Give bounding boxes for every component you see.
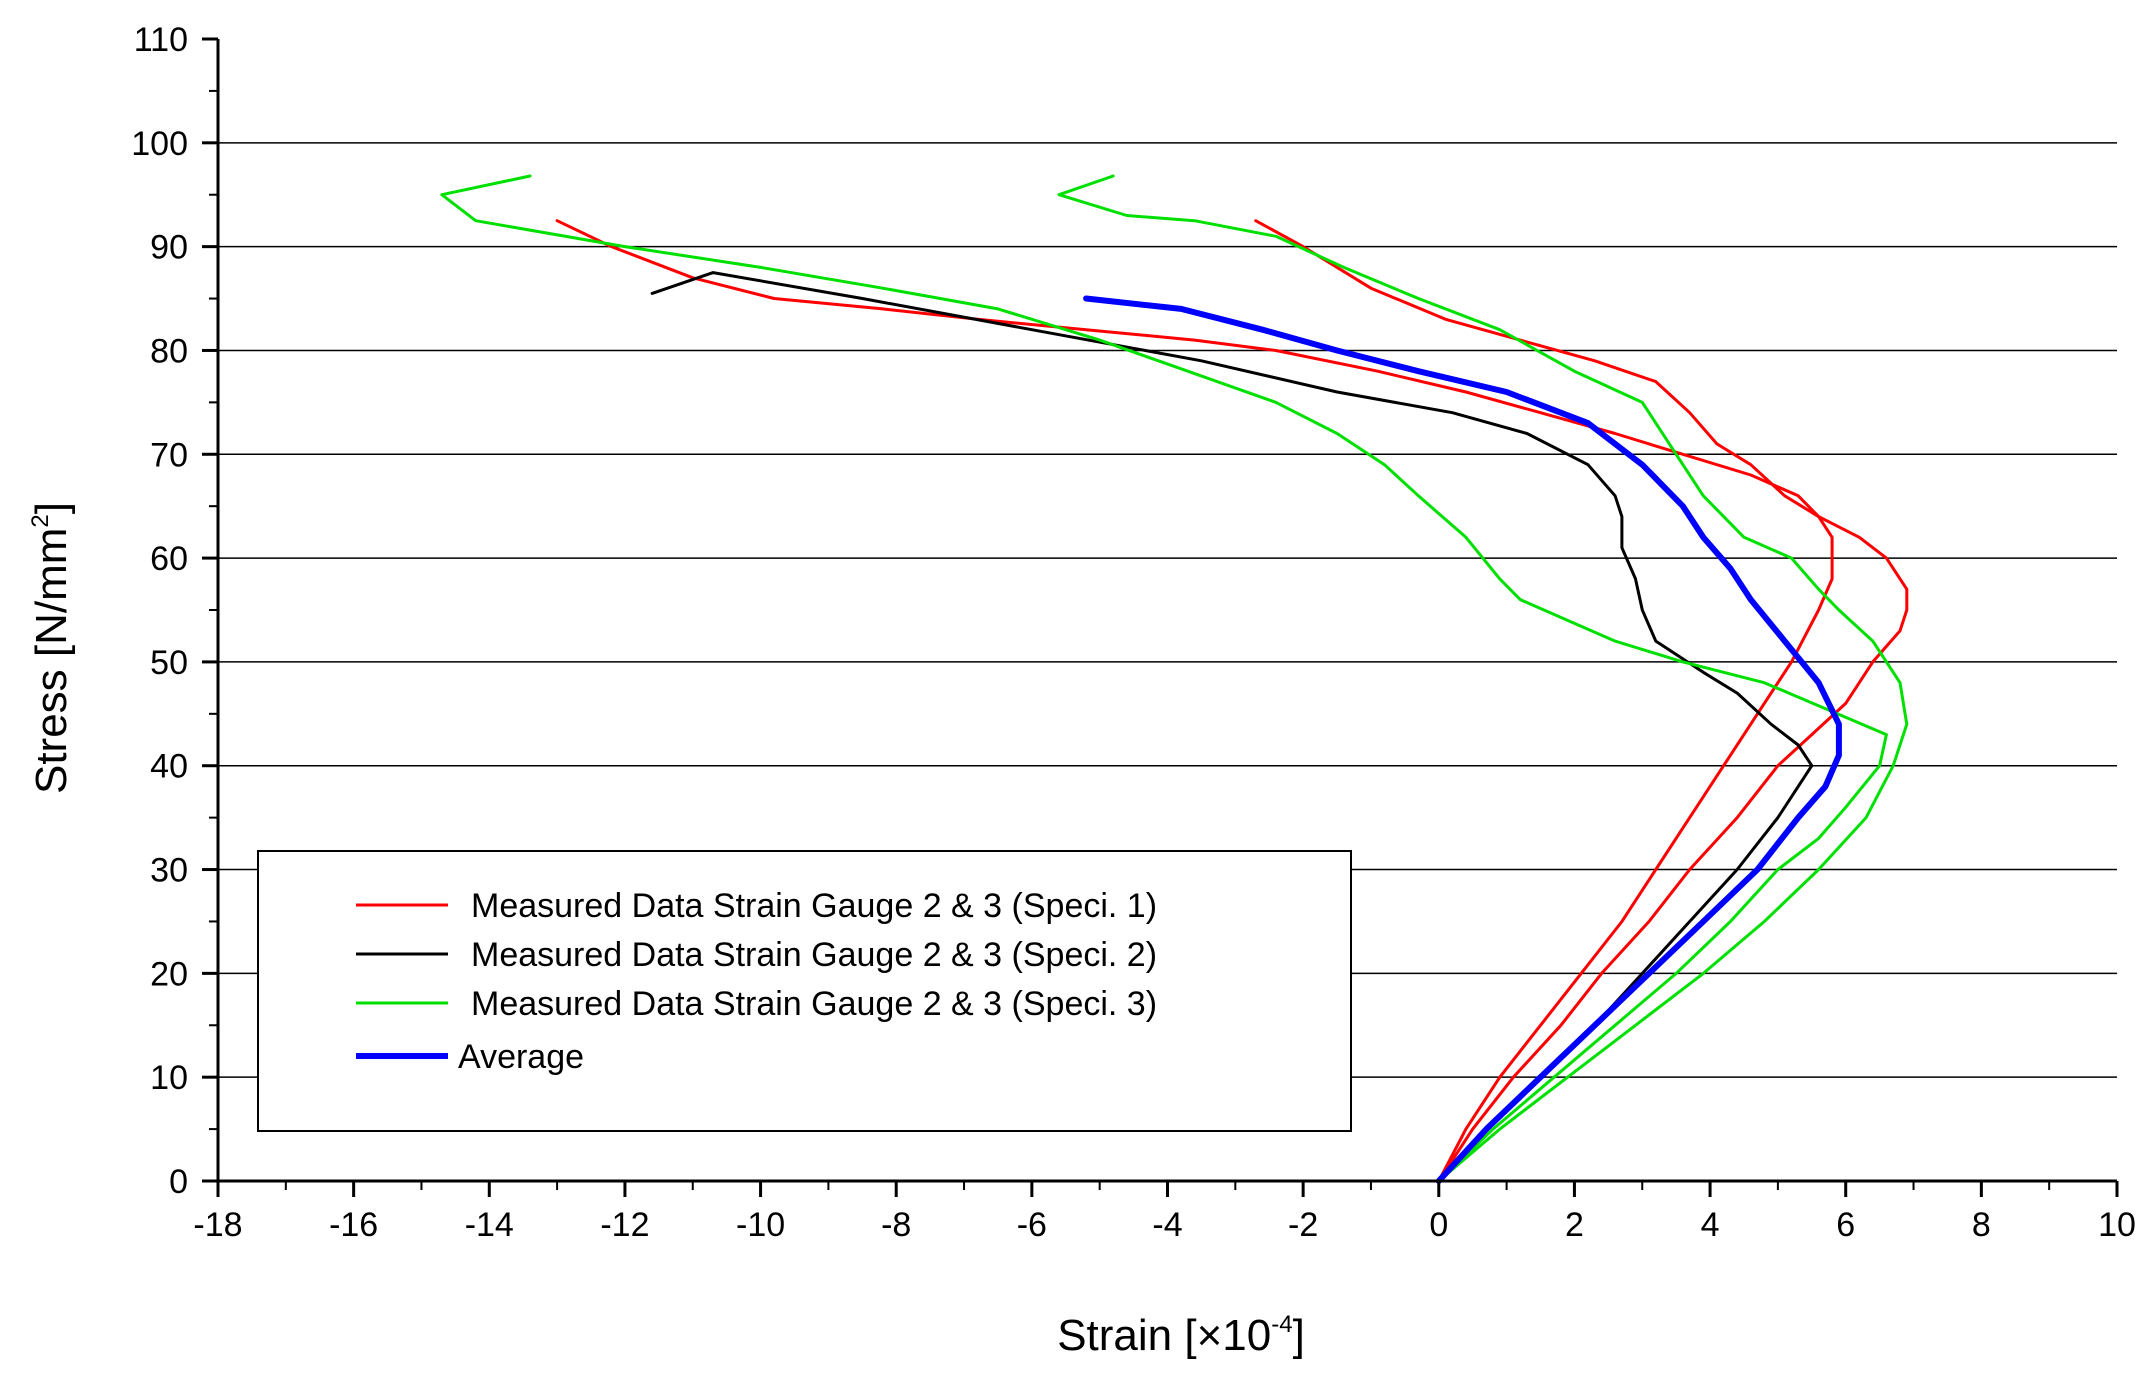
series-line-5 <box>1083 295 1842 1184</box>
y-tick-label: 60 <box>150 540 188 578</box>
x-tick-label: -18 <box>193 1206 242 1244</box>
x-tick-label: -16 <box>329 1206 378 1244</box>
x-tick-label: 8 <box>1972 1206 1991 1244</box>
legend-label-3: Average <box>458 1038 584 1076</box>
x-tick-label: -4 <box>1152 1206 1182 1244</box>
x-tick-label: -14 <box>465 1206 514 1244</box>
y-tick-label: 90 <box>150 229 188 267</box>
x-axis-title: Strain [×10-4] <box>1057 1311 1305 1360</box>
series-line-4 <box>1057 174 1909 1183</box>
legend-box <box>257 850 1352 1132</box>
legend: Measured Data Strain Gauge 2 & 3 (Speci.… <box>257 850 1352 1132</box>
x-tick-label: -8 <box>881 1206 911 1244</box>
legend-label-2: Measured Data Strain Gauge 2 & 3 (Speci.… <box>471 985 1157 1023</box>
legend-label-0: Measured Data Strain Gauge 2 & 3 (Speci.… <box>471 887 1157 925</box>
x-tick-label: 6 <box>1836 1206 1855 1244</box>
x-tick-label: -6 <box>1017 1206 1047 1244</box>
y-tick-label: 10 <box>150 1059 188 1097</box>
series-line-0 <box>555 219 1834 1183</box>
series-layer <box>440 174 1909 1184</box>
legend-items: Measured Data Strain Gauge 2 & 3 (Speci.… <box>356 887 1157 1076</box>
y-tick-label: 0 <box>169 1163 188 1201</box>
y-tick-label: 20 <box>150 955 188 993</box>
x-tick-label: -10 <box>736 1206 785 1244</box>
y-tick-label: 110 <box>134 21 188 59</box>
y-tick-label: 50 <box>150 644 188 682</box>
y-tick-label: 30 <box>150 852 188 890</box>
x-tick-label: 0 <box>1429 1206 1448 1244</box>
y-tick-label: 100 <box>131 125 188 163</box>
x-tick-label: -12 <box>600 1206 649 1244</box>
series-line-2 <box>650 271 1814 1183</box>
y-tick-label: 70 <box>150 436 188 474</box>
legend-label-1: Measured Data Strain Gauge 2 & 3 (Speci.… <box>471 936 1157 974</box>
x-tick-label: 2 <box>1565 1206 1584 1244</box>
y-axis-title: Stress [N/mm2] <box>27 502 76 794</box>
axes <box>202 37 2119 1197</box>
series-line-3 <box>440 174 1888 1183</box>
y-tick-label: 40 <box>150 748 188 786</box>
x-tick-label: 10 <box>2098 1206 2136 1244</box>
x-tick-label: -2 <box>1288 1206 1318 1244</box>
series-line-1 <box>1254 219 1909 1183</box>
x-tick-label: 4 <box>1701 1206 1720 1244</box>
y-tick-label: 80 <box>150 332 188 370</box>
